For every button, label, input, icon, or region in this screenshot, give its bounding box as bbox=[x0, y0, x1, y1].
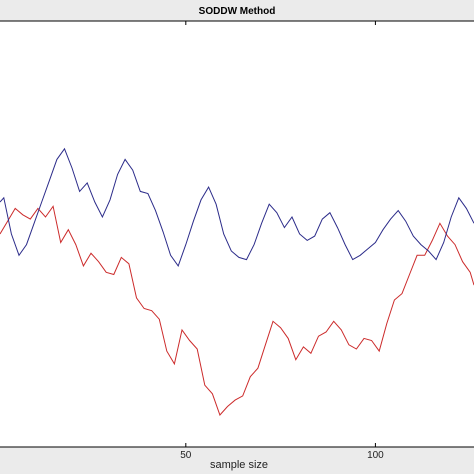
x-tick-label: 100 bbox=[367, 450, 384, 461]
x-axis-label: sample size bbox=[210, 459, 268, 471]
series-line-1 bbox=[0, 205, 474, 416]
x-axis-ticks: 50 100 bbox=[180, 21, 384, 461]
series-line-2 bbox=[0, 147, 474, 267]
series-layer bbox=[0, 147, 474, 416]
plot-area bbox=[0, 20, 474, 448]
chart-title: SODDW Method bbox=[199, 6, 276, 17]
x-tick-label: 50 bbox=[180, 450, 192, 461]
